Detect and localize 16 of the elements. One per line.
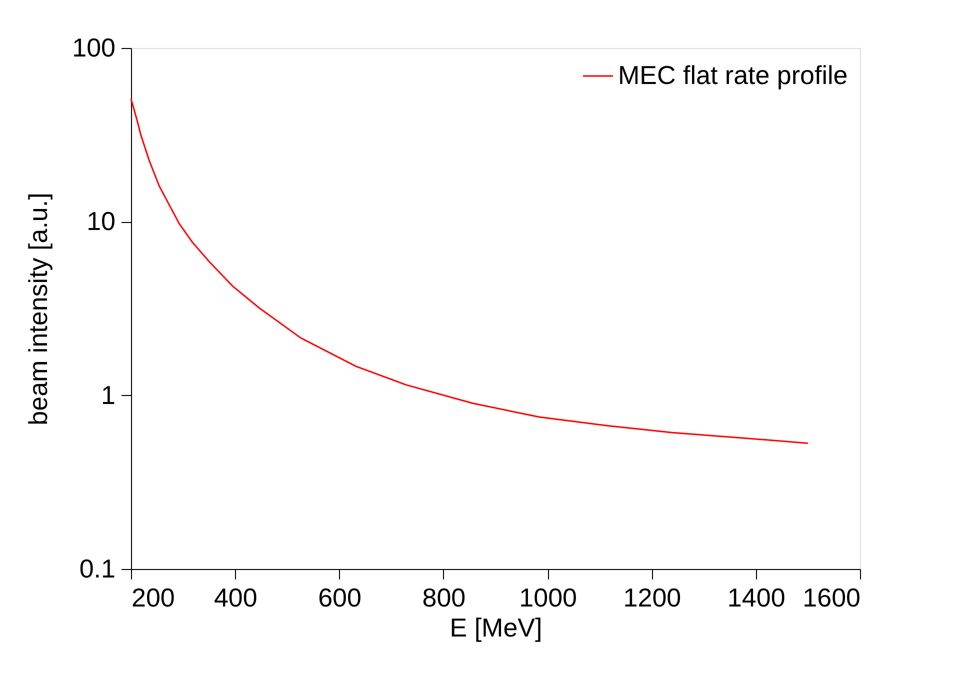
line-series: [130, 98, 809, 444]
x-tick-label: 1600: [802, 582, 860, 612]
y-tick-label: 1: [101, 380, 116, 410]
x-axis-title: E [MeV]: [450, 612, 542, 642]
x-tick-label: 1000: [519, 582, 577, 612]
y-axis-title: beam intensity [a.u.]: [23, 192, 54, 426]
y-tick-label: 100: [72, 32, 116, 62]
x-tick-label: 800: [422, 582, 466, 612]
y-tick-label: 10: [86, 206, 116, 236]
y-tick-label: 0.1: [79, 554, 116, 584]
x-tick-label: 600: [318, 582, 362, 612]
legend-label: MEC flat rate profile: [618, 60, 848, 90]
x-tick-label: 1200: [623, 582, 682, 612]
x-tick-label: 400: [214, 582, 258, 612]
x-tick-label: 200: [132, 582, 175, 612]
x-tick-label: 1400: [727, 582, 786, 612]
